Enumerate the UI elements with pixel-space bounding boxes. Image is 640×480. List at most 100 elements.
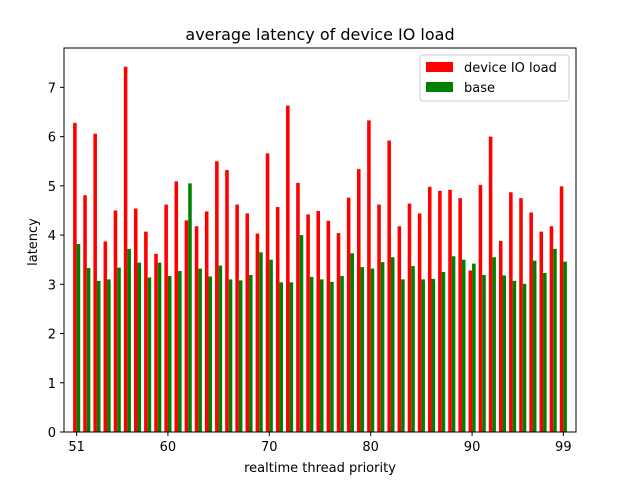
y-tick-label: 1 — [48, 377, 56, 392]
bar — [83, 195, 87, 432]
x-axis-label: realtime thread priority — [244, 461, 396, 476]
legend-label: base — [464, 81, 495, 96]
bar — [367, 120, 371, 433]
bar — [370, 268, 375, 432]
bar — [167, 275, 172, 432]
bar — [478, 184, 483, 432]
y-tick-label: 6 — [48, 131, 56, 146]
legend-swatch — [426, 62, 453, 72]
bar — [326, 220, 331, 432]
bar — [407, 203, 412, 432]
bar — [123, 66, 128, 433]
bar — [245, 213, 250, 432]
bar — [451, 256, 456, 432]
bar — [390, 257, 395, 432]
chart-title: average latency of device IO load — [185, 25, 454, 44]
bar — [286, 105, 290, 432]
bar — [144, 231, 148, 432]
bar — [316, 210, 320, 432]
y-tick-label: 5 — [48, 180, 56, 195]
bar — [336, 233, 341, 432]
bar — [198, 268, 202, 432]
bar — [448, 189, 452, 432]
bar — [215, 161, 219, 433]
bar — [387, 140, 391, 433]
bar — [320, 279, 324, 432]
legend-box — [419, 54, 570, 102]
bar — [309, 276, 314, 432]
y-tick-label: 4 — [48, 229, 56, 244]
bar — [441, 272, 446, 432]
bar — [377, 204, 381, 432]
bar — [421, 279, 425, 432]
bar — [96, 280, 101, 432]
bar — [357, 169, 361, 433]
bar — [117, 267, 121, 432]
bar — [498, 240, 503, 432]
legend-label: device IO load — [464, 61, 557, 76]
bar — [103, 241, 108, 432]
bar — [269, 259, 273, 432]
bar — [157, 262, 162, 432]
bar — [164, 204, 168, 432]
bar — [76, 243, 81, 432]
y-tick-label: 7 — [48, 81, 56, 96]
bar — [458, 198, 462, 432]
x-tick-label: 90 — [464, 440, 481, 455]
bar — [154, 253, 158, 432]
bar — [492, 257, 496, 432]
bar — [360, 267, 365, 432]
legend: device IO load base — [419, 54, 570, 102]
y-tick-label: 0 — [48, 426, 56, 441]
bar — [178, 271, 182, 432]
bar — [553, 248, 557, 432]
x-tick-label: 60 — [160, 440, 177, 455]
bar — [147, 277, 152, 432]
bar — [228, 279, 233, 432]
bar — [472, 263, 476, 432]
bar — [411, 266, 415, 432]
bar — [208, 276, 213, 432]
bar — [86, 268, 91, 432]
x-tick-label: 80 — [362, 440, 379, 455]
bar — [417, 213, 422, 432]
bar — [225, 170, 229, 432]
bar — [93, 133, 97, 432]
bar — [194, 226, 199, 432]
bar — [184, 220, 189, 432]
plot-area: 51 60 70 80 90 99 0 1 2 3 4 5 6 7 — [48, 47, 577, 455]
x-tick-label: 70 — [261, 440, 278, 455]
bar — [522, 283, 527, 432]
bar — [174, 181, 179, 432]
y-tick-label: 2 — [48, 328, 56, 343]
bar — [559, 186, 564, 432]
bar — [401, 279, 405, 432]
bar — [532, 260, 537, 432]
bar — [461, 259, 466, 432]
bar — [502, 275, 507, 432]
bar — [279, 282, 283, 432]
x-tick-label: 51 — [68, 440, 85, 455]
series-device-io-load — [73, 66, 564, 433]
bar — [519, 198, 523, 432]
bar — [427, 186, 432, 432]
bar — [255, 233, 260, 432]
bar — [549, 226, 554, 432]
bar — [259, 252, 263, 432]
bar — [330, 281, 334, 432]
bar — [468, 270, 473, 432]
bar — [346, 197, 351, 432]
bar — [529, 212, 533, 432]
bar — [350, 253, 354, 432]
bar — [204, 211, 209, 432]
bar — [249, 274, 253, 432]
bar — [238, 280, 243, 432]
bar — [509, 192, 513, 432]
bar — [543, 272, 547, 432]
bar — [265, 153, 270, 432]
bar — [488, 136, 493, 432]
bar — [218, 265, 223, 432]
x-tick-label: 99 — [555, 440, 572, 455]
bar — [289, 282, 294, 432]
